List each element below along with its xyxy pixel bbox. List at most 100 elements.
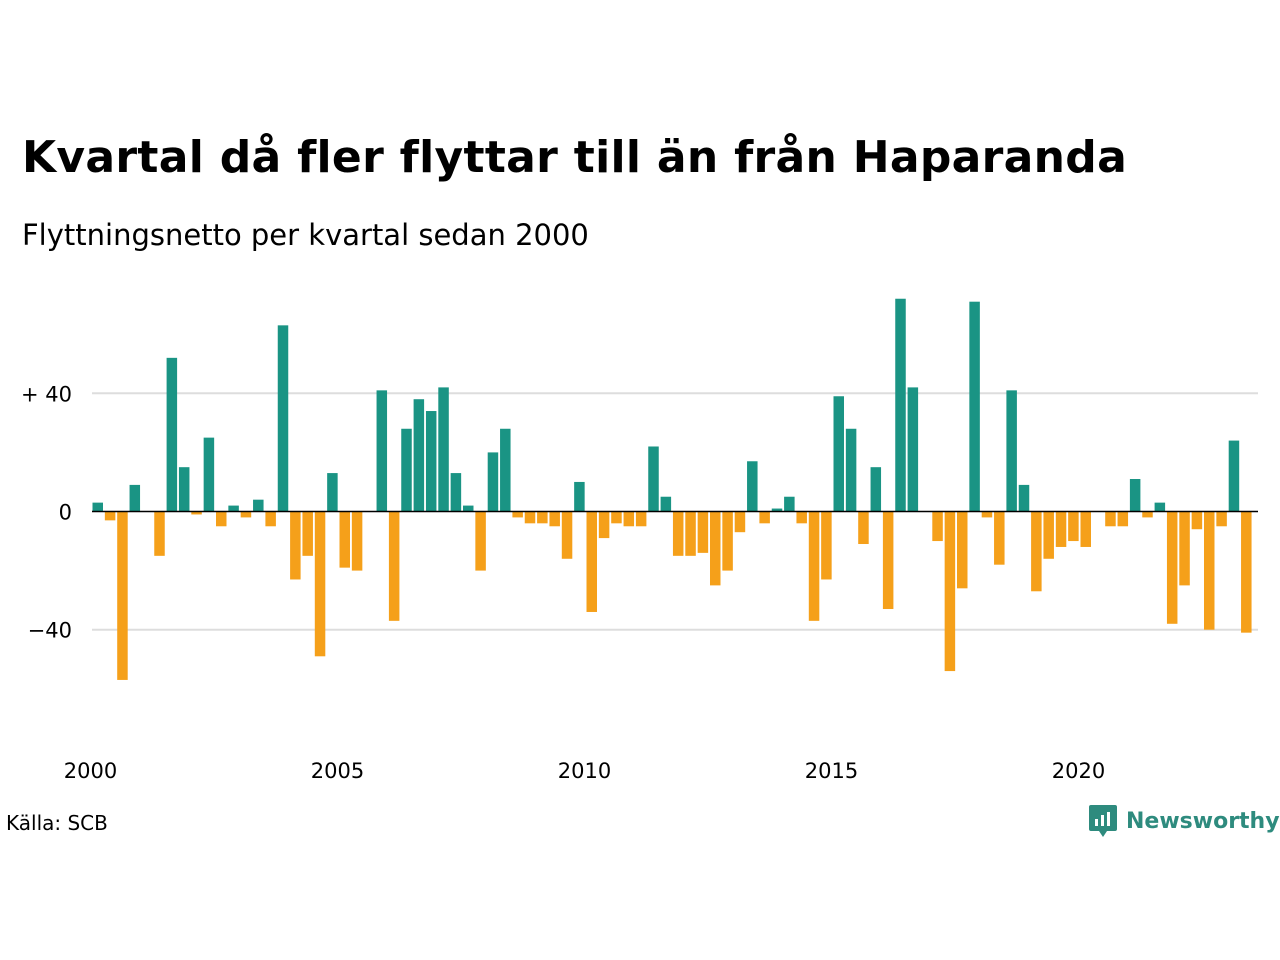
logo-text: Newsworthy	[1126, 808, 1280, 834]
bar	[166, 357, 178, 512]
bars	[92, 298, 1252, 680]
bar	[277, 325, 289, 512]
bar	[1080, 511, 1091, 547]
bar	[734, 511, 746, 533]
y-axis-labels: + 40 0 −40	[21, 382, 72, 642]
bar	[796, 511, 807, 524]
bar	[1068, 511, 1079, 542]
bar	[1142, 511, 1153, 518]
bar	[1117, 511, 1129, 527]
bar	[623, 511, 635, 527]
bar	[932, 511, 943, 542]
bar	[191, 511, 202, 515]
bar	[475, 511, 486, 571]
bar	[1216, 511, 1227, 527]
bar	[784, 496, 795, 512]
chart-subtitle: Flyttningsnetto per kvartal sedan 2000	[22, 218, 589, 252]
y-tick-label: −40	[28, 619, 72, 643]
bar	[697, 511, 709, 553]
bar	[845, 428, 857, 512]
bar	[302, 511, 313, 556]
bar	[524, 511, 536, 524]
bar	[586, 511, 597, 612]
bar	[92, 502, 103, 512]
bar	[1129, 479, 1141, 512]
bar	[561, 511, 573, 559]
bar	[425, 411, 437, 512]
bar	[228, 505, 239, 512]
bar	[722, 511, 733, 571]
bar	[858, 511, 869, 545]
bar	[216, 511, 227, 527]
bar	[401, 428, 412, 512]
bar	[327, 473, 338, 512]
bar	[907, 387, 919, 512]
x-tick-label: 2000	[64, 759, 117, 783]
bar	[339, 511, 350, 568]
bar	[1018, 484, 1030, 512]
bar	[1191, 511, 1203, 530]
bar	[117, 511, 128, 680]
bar	[500, 428, 511, 512]
x-tick-label: 2005	[311, 759, 364, 783]
bar	[1179, 511, 1190, 586]
bar	[450, 473, 462, 512]
bar	[981, 511, 993, 518]
bar	[685, 511, 696, 556]
bar	[314, 511, 326, 657]
bar	[574, 481, 585, 512]
bar	[1031, 511, 1042, 592]
bar	[710, 511, 721, 586]
bar	[895, 298, 906, 512]
bar	[1228, 440, 1240, 512]
bar	[969, 301, 980, 512]
bar	[253, 499, 264, 512]
bar	[1043, 511, 1054, 559]
bar	[1055, 511, 1067, 547]
y-tick-label: 0	[59, 501, 72, 525]
x-axis-labels: 2000 2005 2010 2015 2020	[64, 759, 1105, 783]
bar	[635, 511, 647, 527]
bar	[290, 511, 301, 580]
bar	[944, 511, 956, 672]
newsworthy-logo: Newsworthy	[1088, 804, 1280, 838]
bar	[598, 511, 610, 539]
bar	[487, 452, 499, 512]
x-tick-label: 2015	[805, 759, 858, 783]
bar	[104, 511, 116, 521]
bar	[771, 508, 783, 512]
bar	[129, 484, 141, 512]
bar	[240, 511, 252, 518]
newsworthy-chart-bubble-icon	[1089, 805, 1117, 837]
bar	[178, 467, 190, 512]
x-tick-label: 2010	[558, 759, 611, 783]
bar	[512, 511, 523, 518]
bar	[413, 399, 425, 512]
bar	[537, 511, 548, 524]
bar	[870, 467, 882, 512]
bar	[1006, 390, 1017, 512]
bar	[203, 437, 215, 512]
bar	[672, 511, 684, 556]
bar	[1105, 511, 1116, 527]
bar	[747, 461, 758, 512]
bar	[882, 511, 894, 610]
bar	[463, 505, 474, 512]
bar	[833, 396, 844, 512]
bar	[808, 511, 820, 621]
bar	[376, 390, 388, 512]
bar	[1154, 502, 1166, 512]
bar	[1241, 511, 1252, 633]
bar	[438, 387, 449, 512]
x-tick-label: 2020	[1052, 759, 1105, 783]
bar	[994, 511, 1005, 565]
bar	[660, 496, 672, 512]
bar	[351, 511, 363, 571]
bar	[1166, 511, 1178, 624]
y-tick-label: + 40	[21, 382, 72, 406]
bar	[648, 446, 659, 512]
bar	[154, 511, 165, 556]
bar	[388, 511, 400, 621]
bar	[549, 511, 560, 527]
